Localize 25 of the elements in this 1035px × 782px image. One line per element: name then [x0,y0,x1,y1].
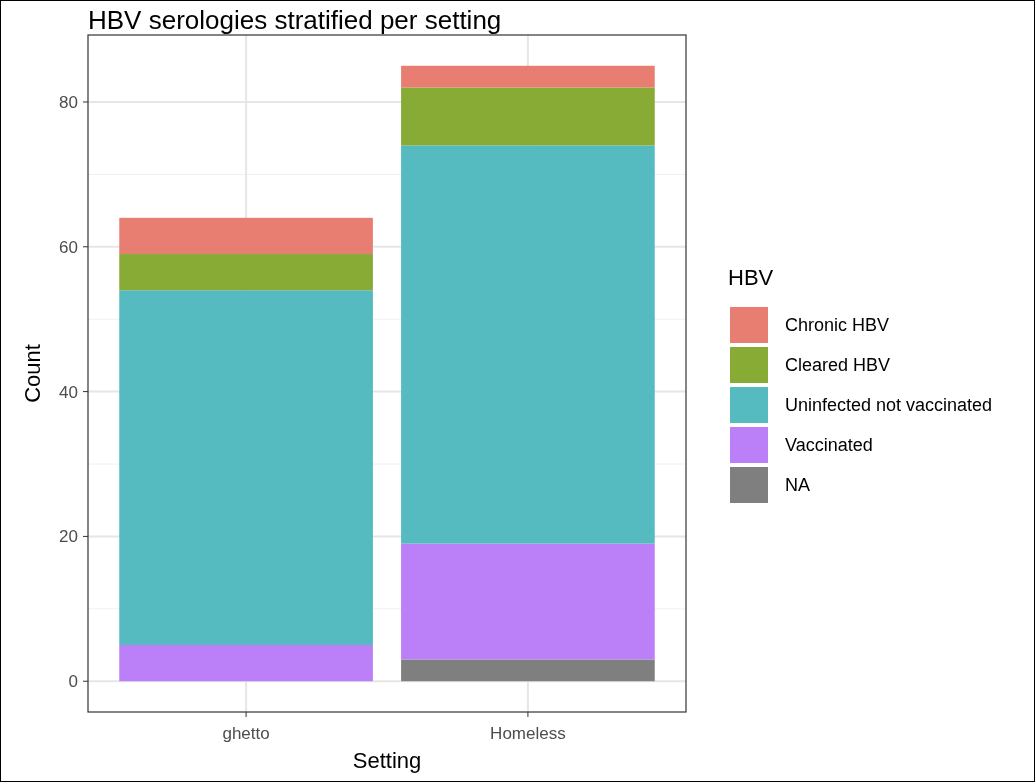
bar [119,645,373,682]
legend-label: Vaccinated [785,435,873,456]
y-tick-label: 80 [59,92,78,112]
bar [119,217,373,255]
legend-label: NA [785,475,811,496]
x-tick-label: Homeless [490,724,566,743]
legend-label: Chronic HBV [785,315,890,336]
y-tick-label: 60 [59,237,78,257]
bar [401,659,655,682]
x-tick-label: ghetto [222,724,270,743]
bar [119,254,373,291]
bar [401,543,655,660]
bar [401,145,655,544]
bar [401,87,655,146]
x-axis-title: Setting [352,748,422,773]
legend-title: HBV [728,265,774,290]
chart-title: HBV serologies stratified per setting [88,5,502,35]
y-tick-label: 0 [68,672,78,692]
legend-label: Cleared HBV [785,355,891,376]
y-tick-label: 40 [59,382,78,402]
bar [119,290,373,646]
legend-label: Uninfected not vaccinated [785,395,993,416]
y-axis-title: Count [20,344,45,403]
bar [401,65,655,88]
y-tick-label: 20 [59,527,78,547]
